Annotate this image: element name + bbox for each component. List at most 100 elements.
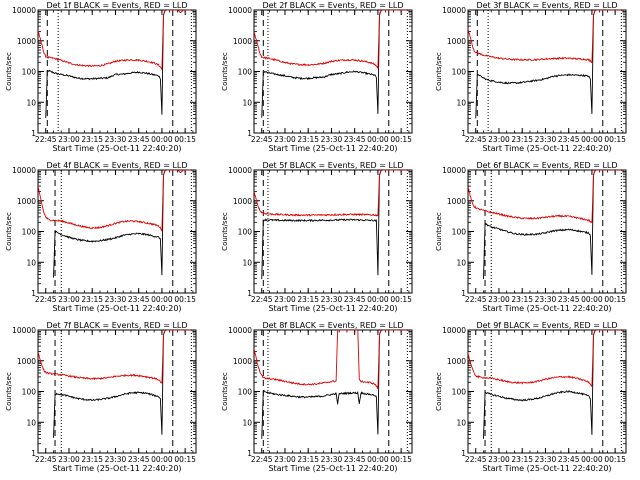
y-tick-label: 100 (238, 228, 253, 237)
x-tick-label: 23:45 (128, 295, 150, 304)
lld-series-line (254, 170, 409, 217)
events-series-line (261, 330, 409, 439)
x-tick-label: 00:00 (581, 135, 603, 144)
x-tick-label: 00:15 (604, 455, 626, 464)
x-tick-label: 23:15 (297, 135, 319, 144)
x-tick-label: 23:00 (488, 295, 510, 304)
x-tick-label: 22:45 (35, 455, 57, 464)
y-tick-label: 10000 (228, 326, 252, 335)
y-axis-label: Counts/sec (5, 212, 13, 251)
y-tick-label: 100 (452, 68, 467, 77)
panel-title: Det 7f BLACK = Events, RED = LLD (46, 321, 187, 330)
y-axis-label: Counts/sec (5, 372, 13, 411)
x-axis-label: Start Time (25-Oct-11 22:40:20) (52, 144, 181, 153)
x-axis-label: Start Time (25-Oct-11 22:40:20) (482, 304, 611, 313)
y-tick-label: 10 (26, 258, 36, 267)
x-tick-label: 00:15 (174, 135, 196, 144)
x-tick-label: 23:30 (321, 455, 343, 464)
panel-title: Det 1f BLACK = Events, RED = LLD (46, 1, 187, 10)
y-tick-label: 10000 (442, 166, 466, 175)
x-tick-label: 00:00 (151, 295, 173, 304)
lld-series-line (38, 330, 193, 385)
y-tick-label: 1000 (233, 37, 252, 46)
y-tick-label: 100 (452, 388, 467, 397)
x-tick-label: 00:00 (581, 295, 603, 304)
x-tick-label: 23:30 (321, 135, 343, 144)
x-tick-label: 23:00 (274, 455, 296, 464)
y-axis-label: Counts/sec (221, 52, 229, 91)
x-tick-label: 22:45 (35, 295, 57, 304)
detector-panel-8f: Det 8f BLACK = Events, RED = LLD 1 10 100 10… (221, 321, 413, 473)
x-tick-label: 23:45 (344, 455, 366, 464)
panel-title: Det 5f BLACK = Events, RED = LLD (262, 161, 403, 170)
x-tick-label: 23:00 (58, 295, 80, 304)
panel-title: Det 2f BLACK = Events, RED = LLD (262, 1, 403, 10)
x-tick-label: 22:45 (465, 295, 487, 304)
x-tick-label: 23:15 (81, 135, 103, 144)
y-tick-label: 10 (456, 418, 466, 427)
lld-series-line (254, 330, 409, 390)
x-tick-label: 00:15 (390, 135, 412, 144)
x-tick-label: 23:00 (488, 455, 510, 464)
x-tick-label: 23:15 (511, 295, 533, 304)
events-series-line (53, 330, 193, 438)
x-tick-label: 22:45 (35, 135, 57, 144)
y-tick-label: 10000 (12, 326, 36, 335)
x-axis-label: Start Time (25-Oct-11 22:40:20) (268, 464, 397, 473)
events-series-line (483, 170, 623, 280)
events-series-line (261, 10, 409, 118)
panel-title: Det 6f BLACK = Events, RED = LLD (476, 161, 617, 170)
y-tick-label: 1 (247, 129, 252, 138)
y-tick-label: 1000 (447, 197, 466, 206)
y-tick-label: 1000 (233, 197, 252, 206)
detector-panel-4f: Det 4f BLACK = Events, RED = LLD 1 10 100 10… (5, 161, 197, 313)
y-tick-label: 1 (247, 289, 252, 298)
x-tick-label: 00:15 (390, 455, 412, 464)
events-series-line (483, 330, 623, 439)
y-tick-label: 1000 (17, 197, 36, 206)
events-series-line (261, 170, 409, 280)
lld-series-line (254, 10, 409, 69)
x-tick-label: 23:30 (535, 135, 557, 144)
y-axis-label: Counts/sec (221, 212, 229, 251)
y-tick-label: 10000 (442, 326, 466, 335)
y-tick-label: 1 (461, 289, 466, 298)
y-tick-label: 10000 (442, 6, 466, 15)
x-tick-label: 23:30 (105, 295, 127, 304)
detector-panel-7f: Det 7f BLACK = Events, RED = LLD 1 10 100 10… (5, 321, 197, 473)
x-tick-label: 23:15 (81, 455, 103, 464)
x-tick-label: 23:30 (105, 135, 127, 144)
y-tick-label: 100 (22, 388, 37, 397)
x-tick-label: 23:15 (511, 455, 533, 464)
y-tick-label: 10 (26, 418, 36, 427)
x-axis-label: Start Time (25-Oct-11 22:40:20) (52, 304, 181, 313)
y-tick-label: 10 (456, 258, 466, 267)
y-tick-label: 100 (238, 68, 253, 77)
x-tick-label: 00:00 (367, 135, 389, 144)
y-tick-label: 10000 (12, 166, 36, 175)
x-tick-label: 23:45 (128, 455, 150, 464)
detector-panel-2f: Det 2f BLACK = Events, RED = LLD 1 10 100 10… (221, 1, 413, 153)
y-tick-label: 10 (456, 98, 466, 107)
x-axis-label: Start Time (25-Oct-11 22:40:20) (52, 464, 181, 473)
x-axis-label: Start Time (25-Oct-11 22:40:20) (482, 464, 611, 473)
x-tick-label: 00:15 (604, 295, 626, 304)
lld-series-line (468, 330, 623, 387)
y-tick-label: 1 (461, 449, 466, 458)
y-axis-label: Counts/sec (5, 52, 13, 91)
y-tick-label: 100 (452, 228, 467, 237)
y-axis-label: Counts/sec (221, 372, 229, 411)
y-tick-label: 1 (31, 449, 36, 458)
y-tick-label: 100 (22, 228, 37, 237)
x-tick-label: 23:15 (511, 135, 533, 144)
x-tick-label: 23:45 (128, 135, 150, 144)
x-tick-label: 23:00 (58, 455, 80, 464)
x-tick-label: 00:15 (174, 295, 196, 304)
detector-panel-5f: Det 5f BLACK = Events, RED = LLD 1 10 100 10… (221, 161, 413, 313)
x-tick-label: 00:15 (174, 455, 196, 464)
x-tick-label: 23:15 (81, 295, 103, 304)
x-tick-label: 23:30 (105, 455, 127, 464)
y-tick-label: 100 (22, 68, 37, 77)
y-tick-label: 10 (26, 98, 36, 107)
